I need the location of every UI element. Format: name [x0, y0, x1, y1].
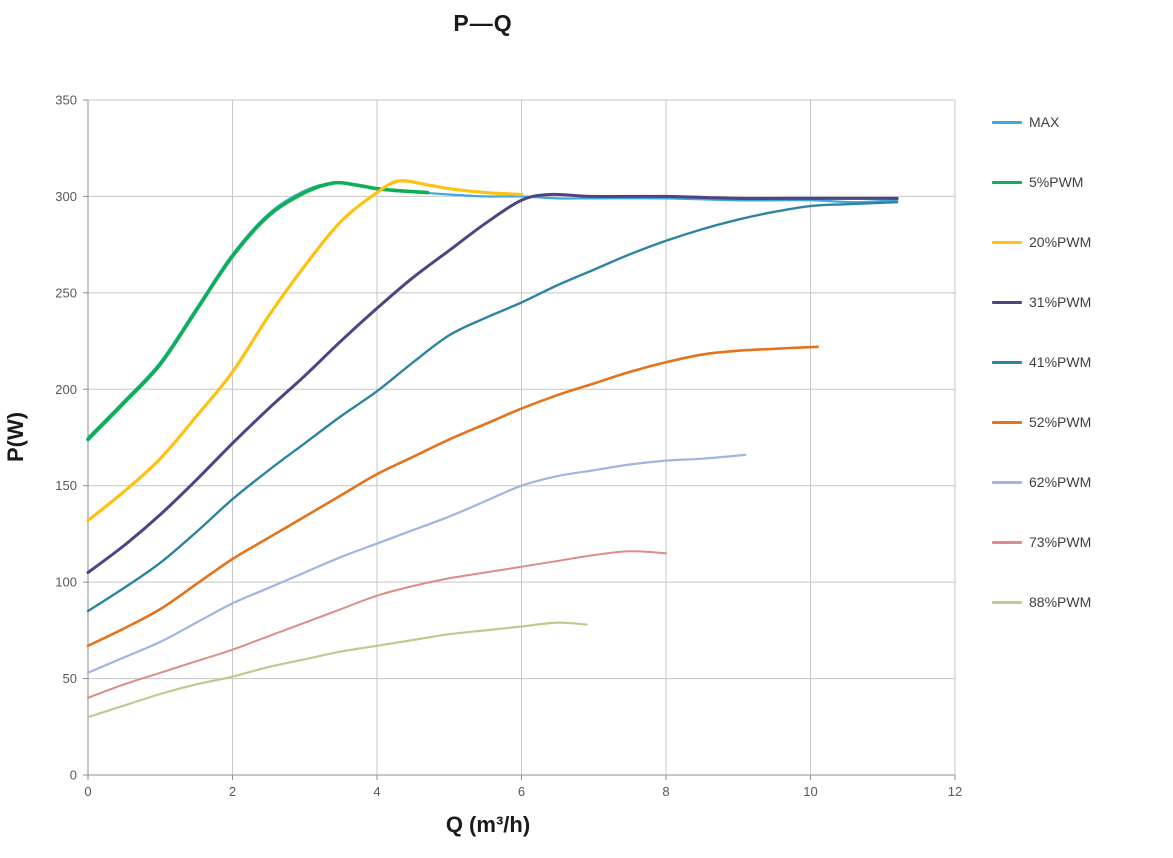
y-tick-label: 150: [55, 478, 77, 493]
y-tick-label: 350: [55, 93, 77, 108]
x-tick-label: 8: [662, 784, 669, 799]
legend-line-sample: [992, 180, 1022, 184]
series-line-52-pwm: [86, 345, 820, 648]
legend-item-52-pwm: 52%PWM: [992, 412, 1091, 432]
legend-label: MAX: [1029, 114, 1060, 130]
legend-item-31-pwm: 31%PWM: [992, 292, 1091, 312]
legend-item-88-pwm: 88%PWM: [992, 592, 1091, 612]
x-axis-title: Q (m³/h): [445, 812, 531, 837]
y-tick-label: 50: [63, 671, 77, 686]
series-line-5-pwm: [86, 180, 430, 442]
legend-item-max: MAX: [992, 112, 1091, 132]
legend-label: 52%PWM: [1029, 414, 1092, 430]
y-tick-label: 250: [55, 285, 77, 300]
x-tick-label: 2: [229, 784, 236, 799]
x-tick-label: 6: [518, 784, 525, 799]
legend-item-5-pwm: 5%PWM: [992, 172, 1091, 192]
y-tick-label: 300: [55, 189, 77, 204]
series-line-41-pwm: [86, 201, 899, 613]
series-line-62-pwm: [86, 453, 747, 674]
legend-label: 62%PWM: [1029, 474, 1092, 490]
legend-label: 41%PWM: [1029, 354, 1092, 370]
legend-item-41-pwm: 41%PWM: [992, 352, 1091, 372]
legend-label: 20%PWM: [1029, 234, 1092, 250]
y-tick-label: 200: [55, 382, 77, 397]
legend-line-sample: [992, 540, 1022, 544]
legend-item-73-pwm: 73%PWM: [992, 532, 1091, 552]
legend-line-sample: [992, 120, 1022, 124]
x-tick-label: 4: [373, 784, 380, 799]
legend-item-62-pwm: 62%PWM: [992, 472, 1091, 492]
chart-title: P—Q: [453, 10, 513, 36]
legend-line-sample: [992, 360, 1022, 364]
x-tick-label: 10: [803, 784, 817, 799]
legend-line-sample: [992, 420, 1022, 424]
x-tick-label: 0: [84, 784, 91, 799]
legend-line-sample: [992, 480, 1022, 484]
series-line-73-pwm: [87, 550, 667, 699]
series-line-88-pwm: [86, 621, 588, 719]
series-line-20-pwm: [86, 179, 524, 523]
x-tick-label: 12: [948, 784, 962, 799]
legend-label: 88%PWM: [1029, 594, 1092, 610]
y-tick-label: 0: [70, 768, 77, 783]
legend-label: 31%PWM: [1029, 294, 1092, 310]
legend-line-sample: [992, 300, 1022, 304]
series-line-31-pwm: [86, 192, 899, 574]
y-axis-title: P(W): [3, 411, 28, 463]
y-tick-label: 100: [55, 575, 77, 590]
legend-label: 5%PWM: [1029, 174, 1084, 190]
legend-label: 73%PWM: [1029, 534, 1092, 550]
legend-item-20-pwm: 20%PWM: [992, 232, 1091, 252]
legend: MAX 5%PWM 20%PWM 31%PWM 41%PWM 52%PWM 62%PWM 73…: [992, 112, 1091, 612]
legend-line-sample: [992, 240, 1022, 244]
legend-line-sample: [992, 600, 1022, 604]
